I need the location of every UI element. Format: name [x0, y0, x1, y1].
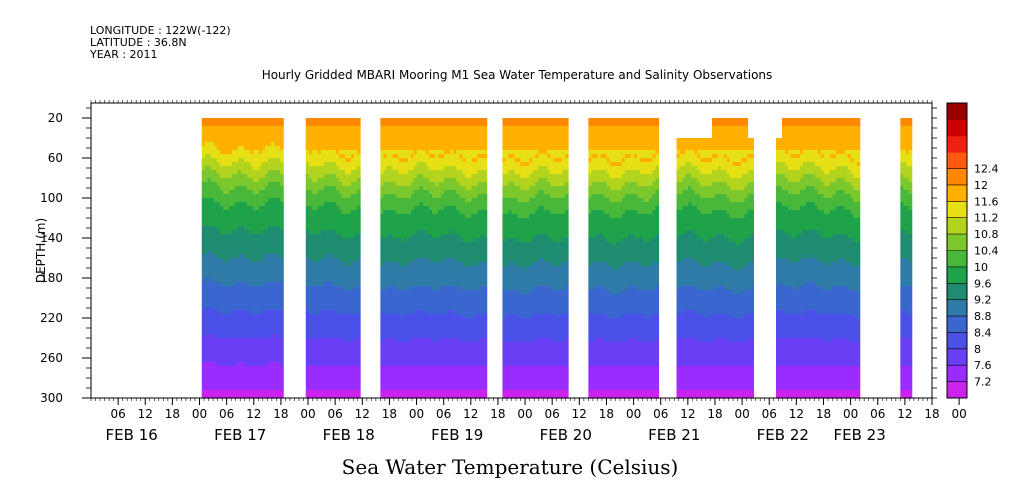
data-segment: [502, 118, 569, 399]
colorbar-label: 11.6: [974, 195, 999, 208]
x-date-label: FEB 19: [431, 426, 483, 444]
colorbar-label: 9.2: [974, 294, 992, 307]
chart-title: Hourly Gridded MBARI Mooring M1 Sea Wate…: [261, 68, 773, 82]
x-tick-label: 18: [382, 407, 397, 421]
x-tick-label: 18: [165, 407, 180, 421]
x-date-label: FEB 17: [214, 426, 266, 444]
data-segment: [776, 118, 861, 399]
x-date-label: FEB 22: [757, 426, 809, 444]
y-tick-label: 300: [40, 391, 63, 405]
x-tick-label: 06: [328, 407, 343, 421]
x-date-label: FEB 16: [106, 426, 158, 444]
x-tick-label: 12: [789, 407, 804, 421]
x-date-label: FEB 23: [834, 426, 886, 444]
data-segment: [305, 118, 361, 399]
x-tick-label: 00: [626, 407, 641, 421]
colorbar-swatch: [947, 316, 967, 333]
colorbar-label: 8.4: [974, 326, 992, 339]
x-tick-label: 00: [409, 407, 424, 421]
colorbar-label: 10: [974, 261, 988, 274]
colorbar-swatch: [947, 234, 967, 251]
x-tick-label: 06: [653, 407, 668, 421]
colorbar-swatch: [947, 201, 967, 219]
x-tick-label: 18: [599, 407, 614, 421]
colorbar-label: 8.8: [974, 310, 992, 323]
x-tick-label: 12: [897, 407, 912, 421]
colorbar-label: 10.8: [974, 228, 999, 241]
colorbar-swatch: [947, 299, 967, 317]
y-tick-label: 60: [48, 151, 63, 165]
data-segment: [588, 118, 660, 399]
x-tick-label: 00: [517, 407, 532, 421]
x-tick-label: 00: [951, 407, 966, 421]
x-tick-label: 06: [762, 407, 777, 421]
colorbar-swatch: [947, 119, 967, 137]
x-tick-label: 12: [463, 407, 478, 421]
colorbar-label: 8: [974, 343, 981, 356]
y-tick-label: 260: [40, 351, 63, 365]
x-tick-label: 00: [734, 407, 749, 421]
x-tick-label: 00: [192, 407, 207, 421]
colorbar-swatch: [947, 283, 967, 301]
data-segment: [380, 118, 488, 399]
colorbar-label: 11.2: [974, 212, 999, 225]
latitude-label: LATITUDE : 36.8N: [90, 36, 187, 49]
data-segment: [676, 118, 754, 399]
x-tick-label: 18: [273, 407, 288, 421]
colorbar-label: 9.6: [974, 277, 992, 290]
variable-title: Sea Water Temperature (Celsius): [341, 455, 679, 479]
y-axis-label: DEPTH (m): [34, 218, 48, 283]
x-tick-label: 18: [490, 407, 505, 421]
y-tick-label: 20: [48, 111, 63, 125]
x-tick-label: 00: [300, 407, 315, 421]
x-date-label: FEB 20: [540, 426, 592, 444]
x-tick-label: 00: [843, 407, 858, 421]
colorbar-label: 12: [974, 179, 988, 192]
colorbar-label: 7.6: [974, 359, 992, 372]
colorbar-label: 10.4: [974, 245, 999, 258]
x-tick-label: 06: [110, 407, 125, 421]
x-tick-label: 06: [219, 407, 234, 421]
colorbar-swatch: [947, 348, 967, 366]
colorbar-label: 7.2: [974, 376, 992, 389]
longitude-label: LONGITUDE : 122W(-122): [90, 24, 231, 37]
x-tick-label: 12: [572, 407, 587, 421]
colorbar-swatch: [947, 332, 967, 350]
colorbar-swatch: [947, 103, 967, 120]
x-tick-label: 12: [246, 407, 261, 421]
y-tick-label: 220: [40, 311, 63, 325]
x-tick-label: 12: [355, 407, 370, 421]
data-segment: [900, 118, 913, 399]
x-tick-label: 18: [707, 407, 722, 421]
x-tick-label: 06: [436, 407, 451, 421]
colorbar-label: 12.4: [974, 163, 999, 176]
y-tick-label: 100: [40, 191, 63, 205]
data-segment: [201, 118, 284, 399]
colorbar-swatch: [947, 152, 967, 170]
x-tick-label: 18: [924, 407, 939, 421]
colorbar-swatch: [947, 217, 967, 235]
colorbar-swatch: [947, 184, 967, 202]
x-tick-label: 06: [870, 407, 885, 421]
colorbar-swatch: [947, 250, 967, 268]
y-tick-label: 140: [40, 231, 63, 245]
colorbar-swatch: [947, 135, 967, 153]
x-tick-label: 06: [545, 407, 560, 421]
x-tick-label: 12: [138, 407, 153, 421]
x-tick-label: 12: [680, 407, 695, 421]
colorbar-swatch: [947, 365, 967, 383]
x-date-label: FEB 18: [323, 426, 375, 444]
x-tick-label: 18: [816, 407, 831, 421]
y-tick-label: 180: [40, 271, 63, 285]
colorbar-swatch: [947, 381, 967, 399]
colorbar-swatch: [947, 266, 967, 284]
x-date-label: FEB 21: [648, 426, 700, 444]
year-label: YEAR : 2011: [90, 48, 158, 61]
colorbar-swatch: [947, 168, 967, 186]
